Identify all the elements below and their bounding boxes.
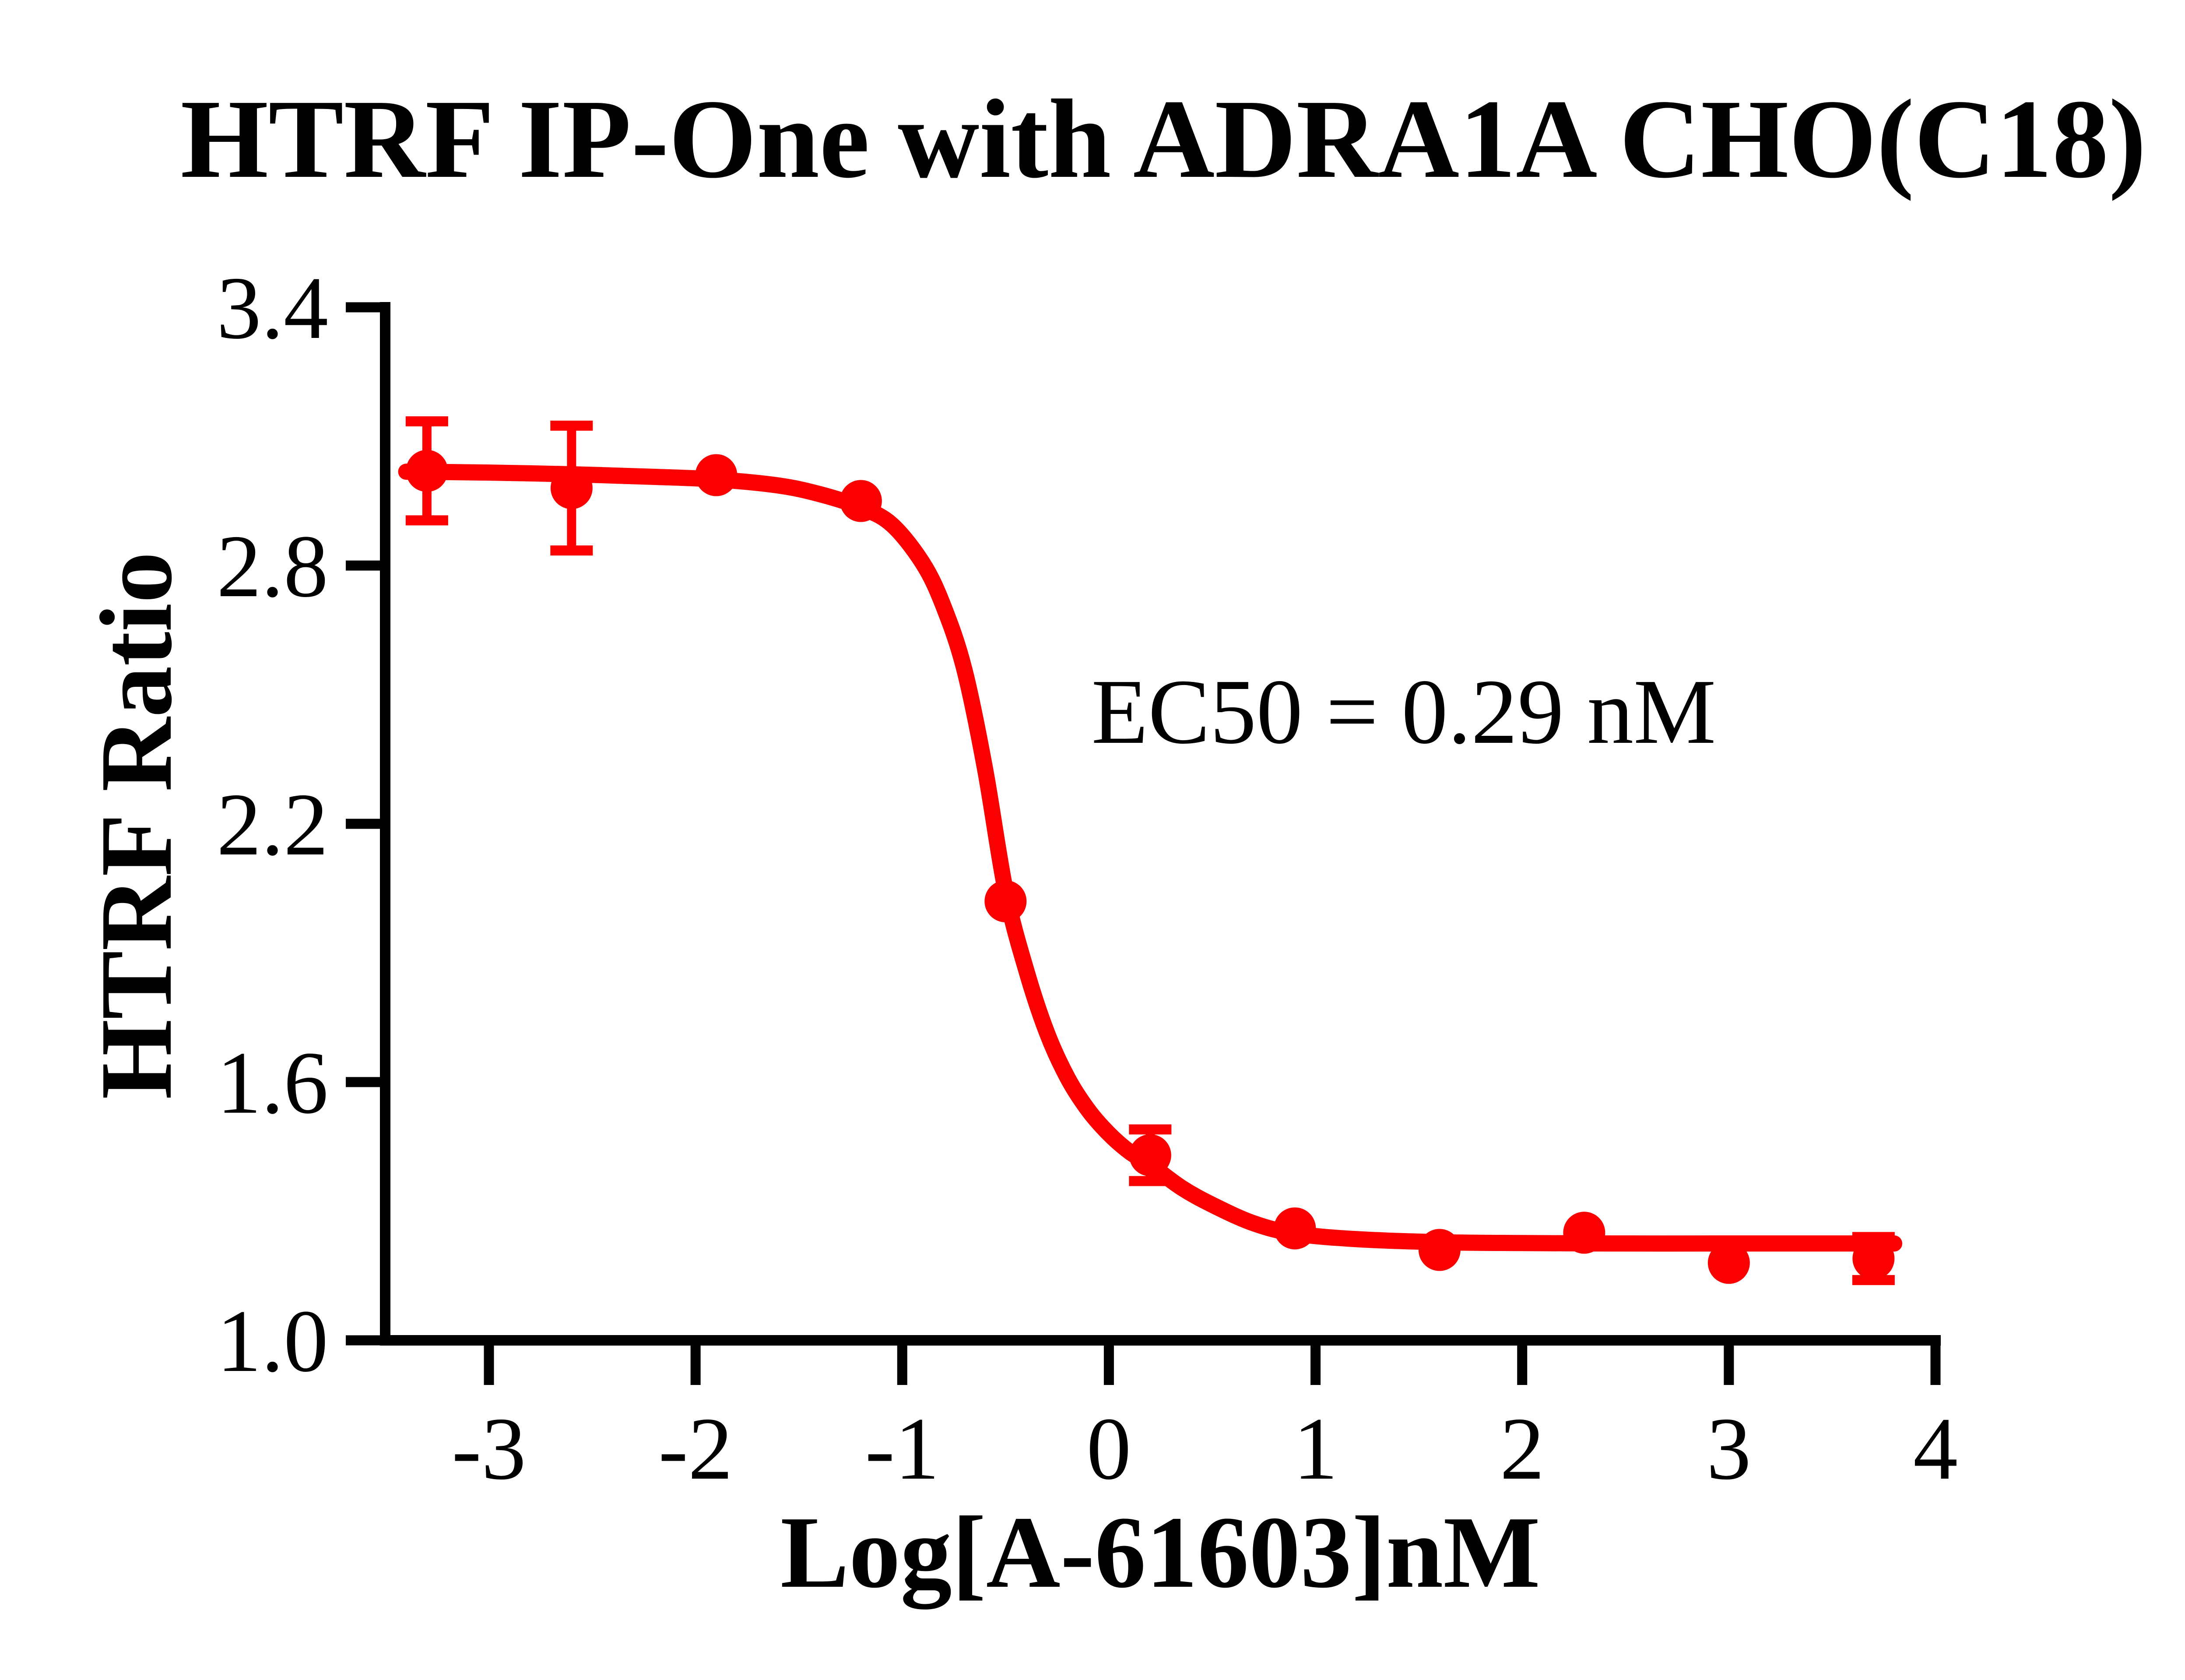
fit-curve-path [398,464,1903,1252]
y-tick-label: 3.4 [217,259,328,358]
data-point [1274,1207,1316,1250]
x-tick [484,1346,494,1385]
ec50-annotation: EC50 = 0.29 nM [1092,660,1716,763]
data-point [840,480,882,522]
data-point [695,454,738,496]
data-point [1418,1229,1461,1271]
x-axis-spine [380,1335,1941,1346]
error-bar-cap-bottom [550,545,593,556]
x-tick [1310,1346,1321,1385]
x-tick [897,1346,907,1385]
data-point [550,467,593,510]
data-point [1129,1134,1171,1177]
y-axis: 1.0 1.6 2.2 2.8 3.4 [217,259,390,1391]
y-tick [346,1335,380,1346]
y-axis-label: HTRF Ratio [79,552,193,1099]
x-tick [1724,1346,1734,1385]
data-series [406,450,1895,1284]
error-bar-cap-top [1129,1124,1172,1135]
y-tick-label: 2.8 [217,517,328,616]
x-tick-label: 0 [1086,1399,1131,1498]
x-tick [1930,1346,1941,1385]
y-tick [346,302,380,313]
error-bar-cap-top [550,420,593,431]
chart-title: HTRF IP-One with ADRA1A CHO(C18) [180,76,2146,201]
x-tick-label: 2 [1500,1399,1545,1498]
error-bar-cap-top [405,416,448,427]
y-tick-label: 1.0 [217,1292,328,1391]
x-tick [1517,1346,1528,1385]
y-tick-label: 1.6 [217,1033,328,1132]
data-point [984,880,1027,923]
error-bar-cap-bottom [1852,1275,1895,1285]
data-point [406,450,448,492]
y-axis-spine [380,302,390,1346]
data-point [1563,1212,1605,1254]
x-axis-label: Log[A-61603]nM [780,1495,1540,1610]
x-tick-label: 1 [1293,1399,1338,1498]
fit-curve [398,464,1903,1252]
error-bar-cap-bottom [405,515,448,526]
data-point [1707,1242,1750,1284]
x-tick-label: -2 [658,1399,733,1498]
y-tick-label: 2.2 [217,775,328,874]
y-tick [346,1077,380,1087]
x-axis: -3 -2 -1 0 1 2 3 4 [380,1335,1958,1498]
x-tick-label: -3 [452,1399,526,1498]
data-point [1852,1237,1895,1280]
x-tick-label: 3 [1707,1399,1751,1498]
x-tick-label: -1 [865,1399,939,1498]
x-tick [1103,1346,1114,1385]
y-tick [346,819,380,829]
x-tick-label: 4 [1913,1399,1958,1498]
x-tick [690,1346,701,1385]
y-tick [346,560,380,571]
